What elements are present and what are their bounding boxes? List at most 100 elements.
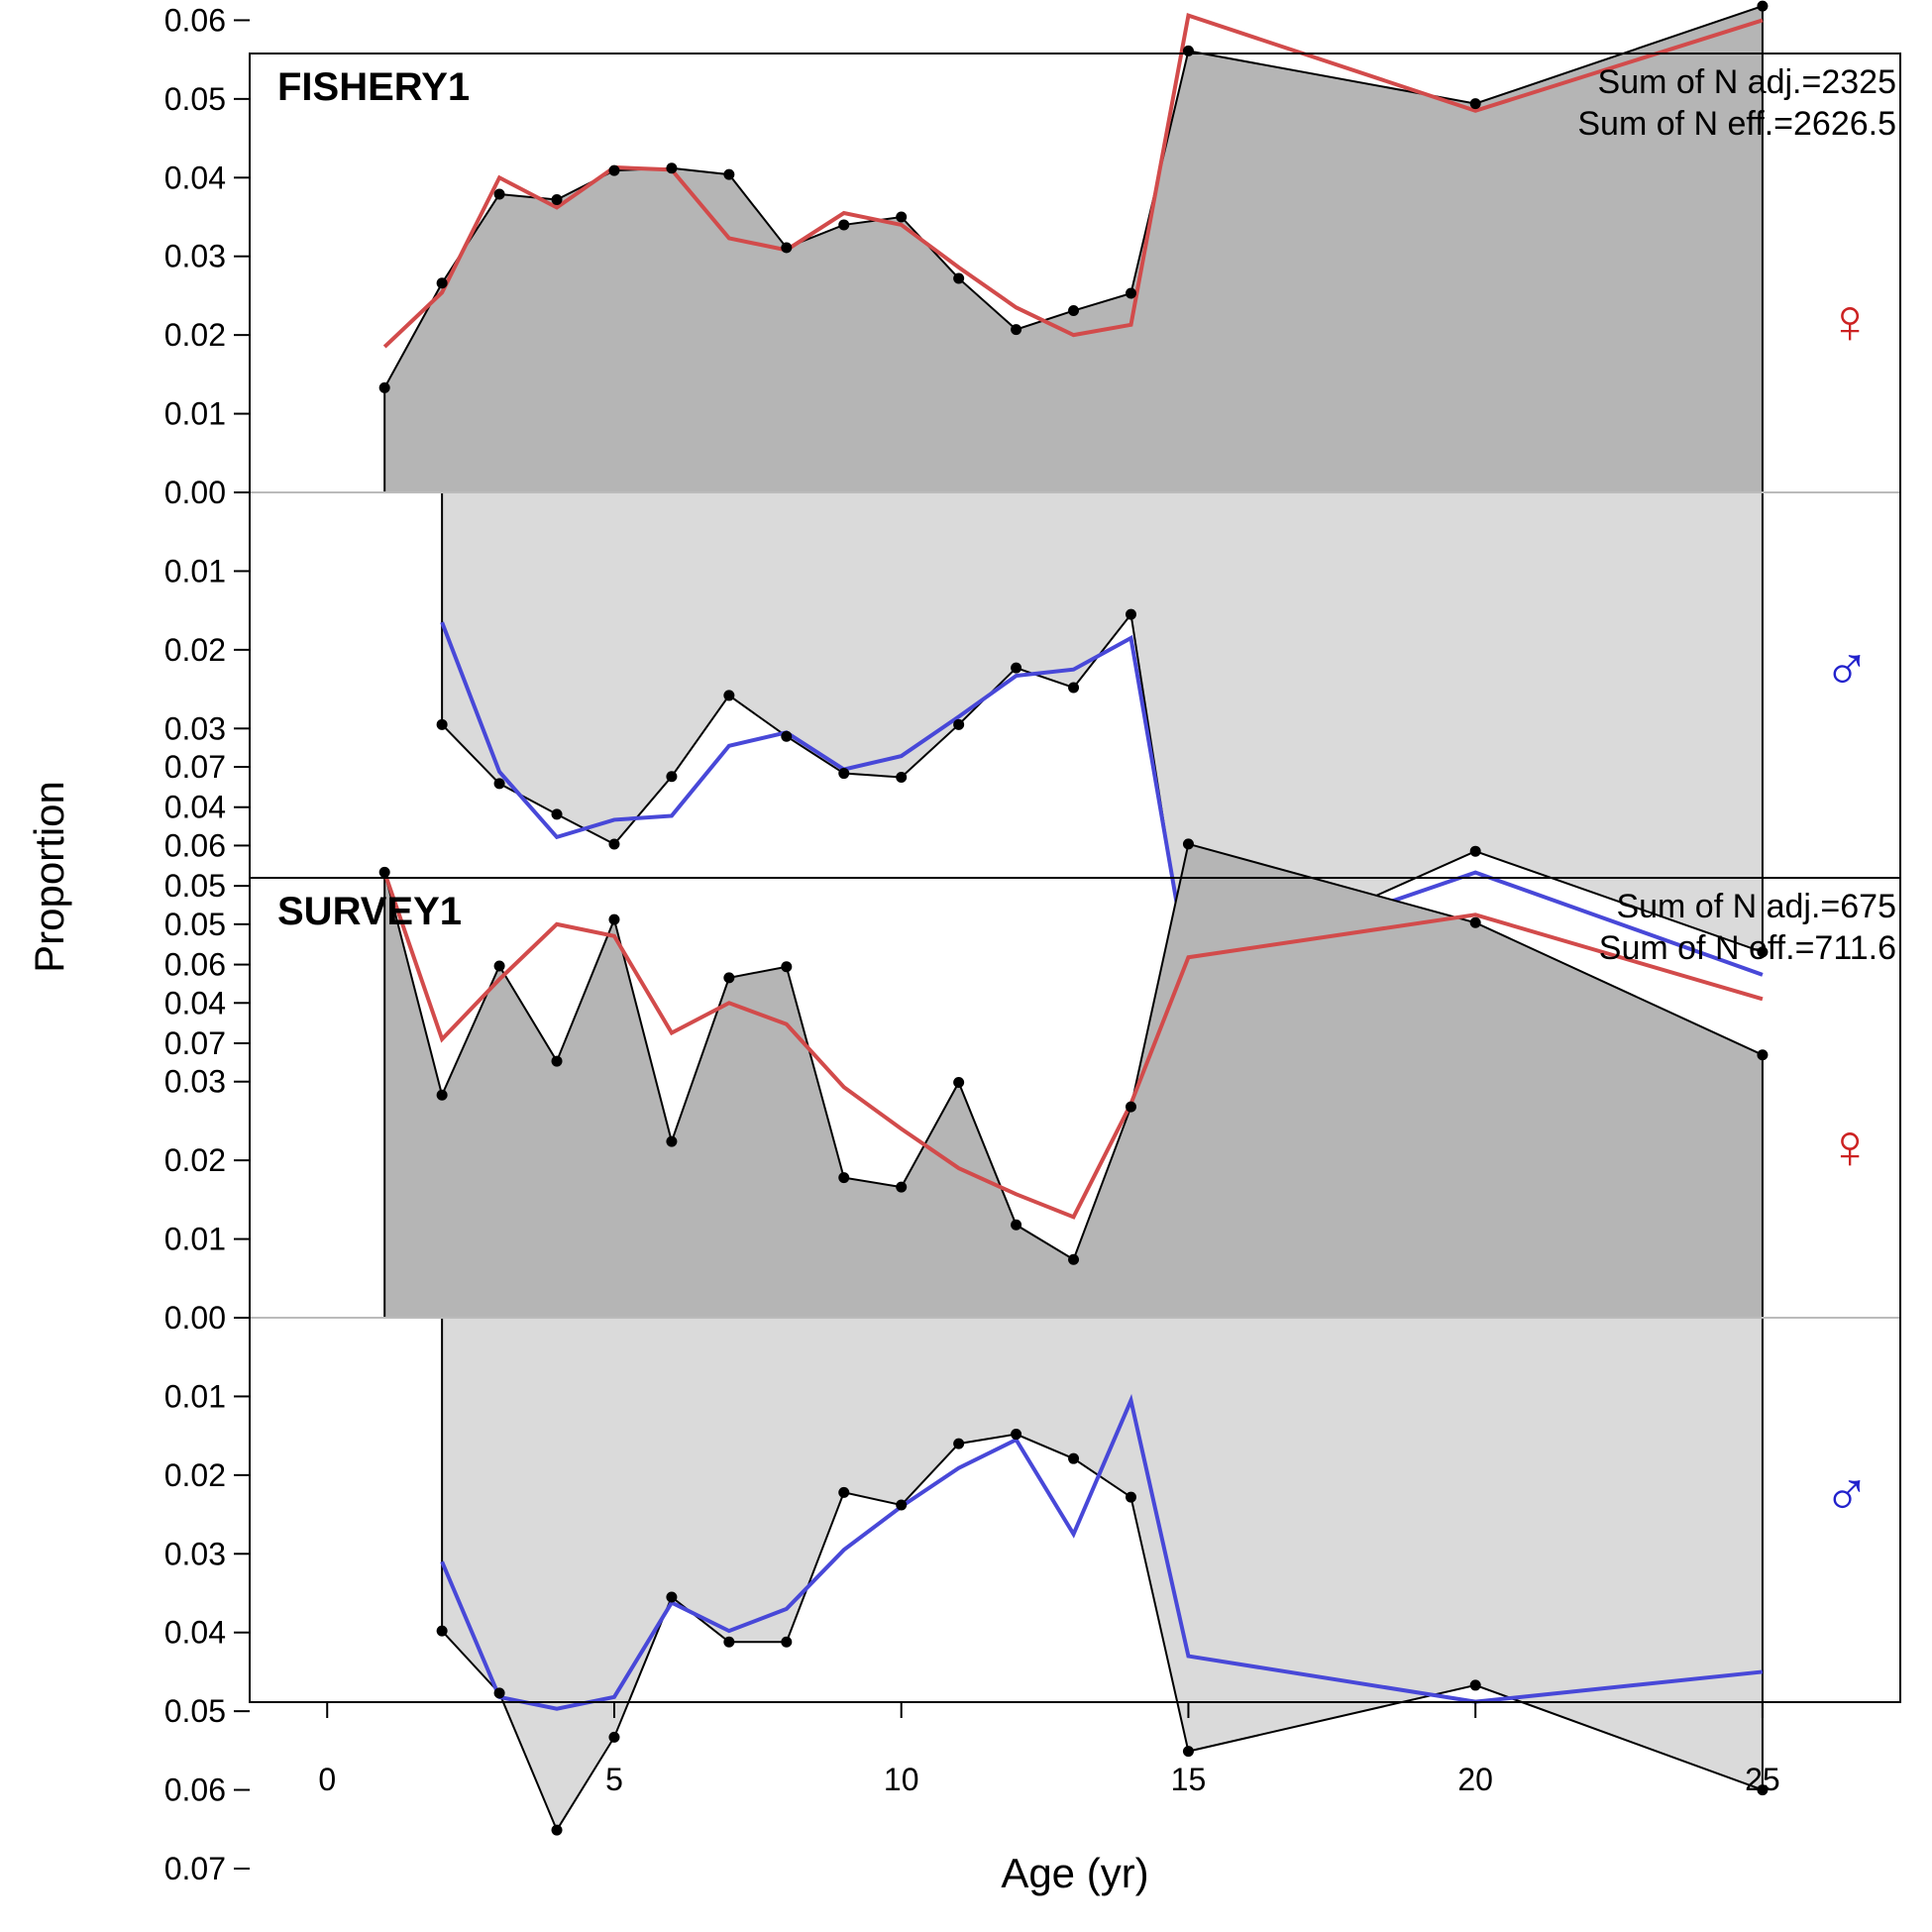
female-observed-area [383,842,1764,1319]
female-observed-point [436,277,448,289]
y-tick-label: 0.04 [164,1615,226,1651]
y-tick-label: 0.06 [164,1772,226,1808]
male-observed-point [781,730,793,742]
y-tick-label: 0.03 [164,1064,226,1100]
male-observed-point [1068,682,1080,694]
female-symbol-icon: ♀ [1826,285,1874,357]
male-observed-point [1757,1784,1769,1796]
y-tick-label: 0.02 [164,632,226,668]
x-axis-title: Age (yr) [1001,1850,1148,1896]
female-observed-point [378,866,390,878]
male-observed-point [551,808,563,820]
female-observed-point [896,1181,908,1193]
female-observed-point [493,188,505,200]
female-observed-point [493,960,505,972]
y-tick-label: 0.06 [164,947,226,983]
male-observed-point [493,778,505,790]
female-observed-point [1757,1049,1769,1061]
female-observed-point [896,211,908,223]
y-tick-label: 0.01 [164,553,226,589]
x-tick-label: 25 [1745,1762,1780,1797]
male-observed-point [551,1824,563,1836]
y-tick-label: 0.03 [164,1536,226,1571]
female-observed-point [1011,1219,1022,1231]
y-axis-title: Proportion [26,781,72,973]
female-observed-point [551,194,563,206]
y-tick-label: 0.01 [164,396,226,432]
panel-title: SURVEY1 [277,890,462,933]
female-observed-point [378,381,390,393]
female-observed-point [1182,838,1194,850]
female-expected-line [382,13,1764,349]
y-tick-label: 0.02 [164,317,226,353]
x-tick-label: 0 [318,1762,336,1797]
y-axis-ticks: 0.07 0.06 0.05 0.04 0.03 0.02 0.01 0.00 0.01 0.02… [164,749,250,1886]
male-observed-point [953,1438,965,1449]
male-observed-area [441,1317,1764,1833]
male-observed-point [1011,1429,1022,1441]
male-symbol-icon: ♂ [1823,633,1871,704]
male-observed-area [441,491,1764,982]
y-tick-label: 0.02 [164,1142,226,1178]
male-observed-point [436,1625,448,1637]
female-observed-point [1125,1101,1136,1113]
x-tick-label: 15 [1171,1762,1207,1797]
panel-survey1: 0.07 0.06 0.05 0.04 0.03 0.02 0.01 0.00 0.01 0.02… [164,749,1901,1886]
y-tick-label: 0.06 [164,827,226,863]
male-expected-line [440,621,1764,977]
x-tick-label: 10 [884,1762,919,1797]
y-tick-label: 0.04 [164,985,226,1020]
male-observed-point [896,772,908,784]
female-observed-point [838,219,850,231]
female-observed-point [1068,305,1080,317]
male-observed-point [781,1636,793,1648]
y-tick-label: 0.05 [164,81,226,117]
female-observed-point [838,1172,850,1184]
female-observed-point [1011,324,1022,336]
female-observed-point [1068,1253,1080,1265]
male-observed-point [723,1636,735,1648]
male-observed-point [1068,1452,1080,1464]
female-observed-point [1125,287,1136,299]
male-observed-point [1011,662,1022,674]
female-expected-line [382,871,1764,1220]
y-tick-label: 0.06 [164,2,226,38]
male-observed-point [436,718,448,730]
male-observed-point [1125,608,1136,620]
y-tick-label: 0.01 [164,1222,226,1257]
y-tick-label: 0.07 [164,749,226,785]
female-observed-point [666,162,678,174]
panels-layer: 0.07 0.06 0.05 0.04 0.03 0.02 0.01 0.00 0.01 0.02… [164,0,1901,1886]
male-observed-point [608,838,620,850]
female-observed-point [1469,916,1481,928]
sum-n-adj: Sum of N adj.=2325 [1598,63,1896,101]
y-tick-label: 0.00 [164,475,226,510]
male-symbol-icon: ♂ [1823,1458,1871,1530]
y-tick-label: 0.02 [164,1457,226,1493]
female-observed-point [781,961,793,973]
y-tick-label: 0.04 [164,790,226,825]
male-observed-point [953,718,965,730]
male-observed-point [896,1499,908,1511]
male-observed-point [608,1731,620,1743]
male-observed-point [1125,1491,1136,1503]
female-symbol-icon: ♀ [1826,1111,1874,1182]
y-tick-label: 0.07 [164,1851,226,1886]
x-tick-label: 20 [1457,1762,1493,1797]
y-tick-label: 0.07 [164,1025,226,1061]
y-tick-label: 0.05 [164,1693,226,1729]
male-observed-point [838,768,850,780]
male-observed-point [493,1687,505,1699]
female-observed-point [781,242,793,254]
female-observed-area [383,4,1764,493]
y-axis-ticks: 0.07 0.06 0.05 0.04 0.03 0.02 0.01 0.00 0.01 0.02… [164,2,250,1061]
female-observed-point [608,164,620,176]
x-axis: 0 5 10 15 20 25 [318,1701,1780,1797]
sum-n-eff: Sum of N eff.=711.6 [1599,929,1896,967]
male-observed-point [1182,1746,1194,1758]
y-tick-label: 0.03 [164,239,226,274]
female-observed-point [953,1077,965,1089]
female-observed-point [1469,98,1481,110]
sum-n-eff: Sum of N eff.=2626.5 [1577,105,1896,143]
